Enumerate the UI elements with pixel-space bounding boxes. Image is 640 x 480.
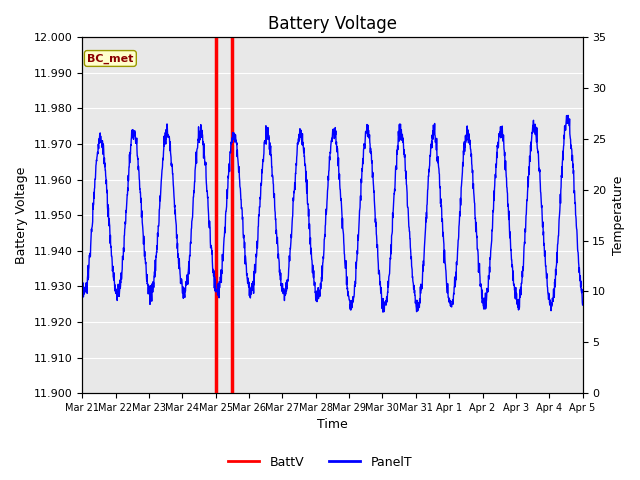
X-axis label: Time: Time: [317, 419, 348, 432]
Legend: BattV, PanelT: BattV, PanelT: [223, 451, 417, 474]
Title: Battery Voltage: Battery Voltage: [268, 15, 397, 33]
Y-axis label: Battery Voltage: Battery Voltage: [15, 167, 28, 264]
Y-axis label: Temperature: Temperature: [612, 176, 625, 255]
Text: BC_met: BC_met: [87, 53, 134, 64]
